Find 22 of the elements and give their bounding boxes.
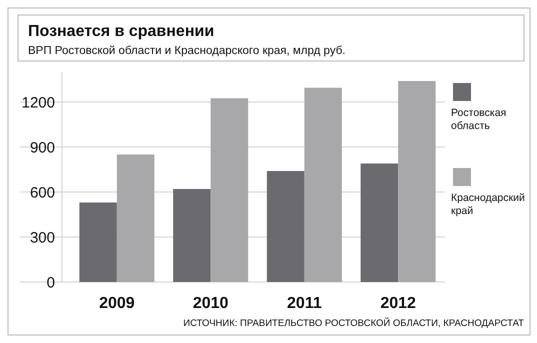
x-tick-label: 2012 (380, 295, 416, 312)
bar (398, 81, 436, 282)
x-tick-label: 2010 (192, 295, 229, 312)
bar (173, 189, 211, 282)
bar (116, 154, 154, 282)
chart-subtitle: ВРП Ростовской области и Краснодарского края, млрд руб. (28, 45, 346, 57)
y-tick-label: 300 (30, 229, 55, 246)
y-tick-label: 1200 (22, 94, 55, 112)
chart-title: Познается в сравнении (28, 23, 214, 40)
bar (266, 171, 304, 282)
bar (360, 164, 398, 282)
bar (210, 98, 248, 282)
x-tick-label: 2011 (287, 295, 322, 312)
y-tick-label: 900 (30, 139, 55, 156)
text: ИСТОЧНИК: ПРАВИТЕЛЬСТВО РОСТОВСКОЙ ОБЛАСТИ, КРАСНОДАРСТАТ (183, 317, 524, 329)
y-tick-label: 600 (30, 184, 55, 202)
bar (79, 202, 117, 282)
legend-label: Ростовская область (451, 107, 506, 132)
y-tick-label: 0 (46, 274, 55, 292)
legend-label: Краснодарский край (451, 192, 525, 217)
bar (304, 88, 342, 282)
x-tick-label: 2009 (99, 295, 135, 312)
